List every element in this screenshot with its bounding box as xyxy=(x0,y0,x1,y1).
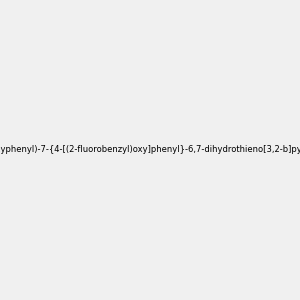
Text: 3-(3,4-dimethoxyphenyl)-7-{4-[(2-fluorobenzyl)oxy]phenyl}-6,7-dihydrothieno[3,2-: 3-(3,4-dimethoxyphenyl)-7-{4-[(2-fluorob… xyxy=(0,146,300,154)
